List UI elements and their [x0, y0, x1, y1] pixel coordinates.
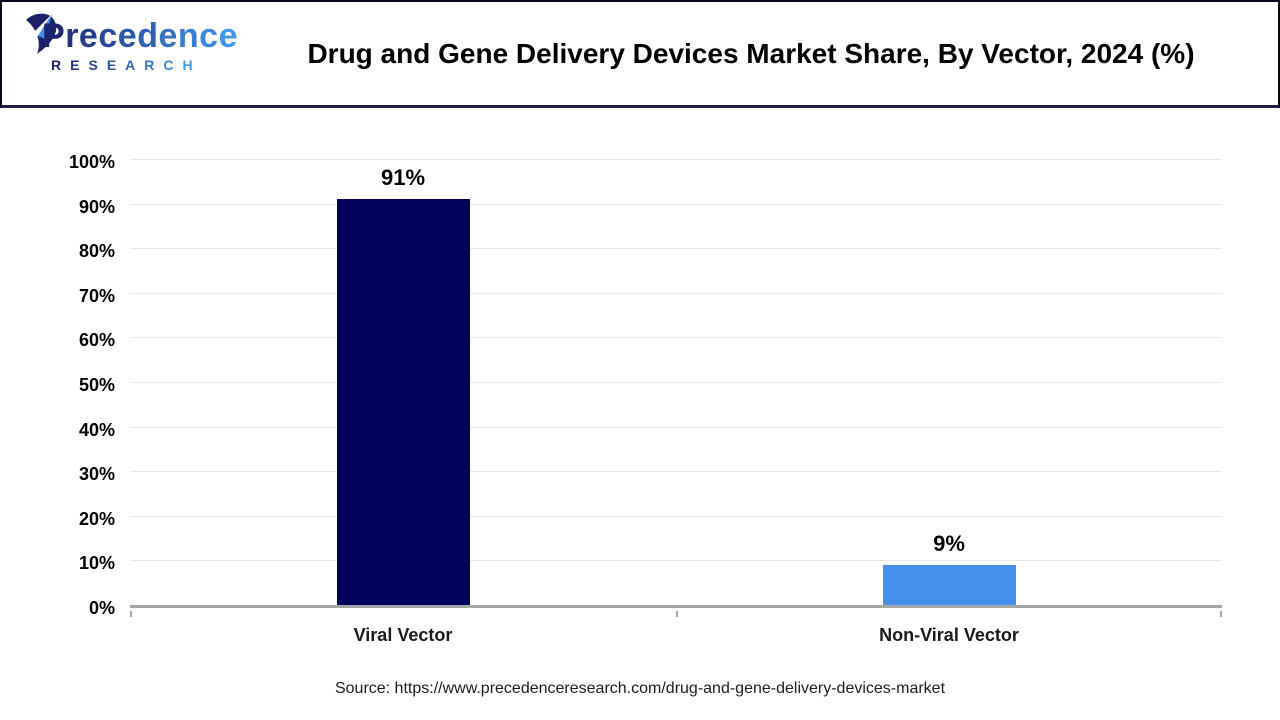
- y-axis-tick-label: 90%: [78, 196, 115, 217]
- x-axis-label: Viral Vector: [353, 625, 453, 645]
- logo-letter: c: [199, 16, 219, 55]
- leaf-logo-icon: [24, 13, 60, 60]
- y-axis-tick-label: 70%: [78, 285, 115, 306]
- plot-area: 91% 9%: [130, 159, 1222, 608]
- gridline: [130, 426, 1222, 428]
- gridline: [130, 515, 1222, 517]
- axis-tick: [676, 611, 678, 617]
- logo-subtext: RESEARCH: [51, 56, 238, 74]
- logo-letter: c: [98, 16, 118, 55]
- logo-letter: e: [158, 16, 178, 55]
- x-axis-label: Non-Viral Vector: [879, 625, 1019, 645]
- y-axis-tick-label: 30%: [78, 464, 115, 485]
- logo-wordmark: Precedence: [42, 17, 238, 55]
- y-axis-tick-label: 60%: [78, 330, 115, 351]
- y-axis-tick-label: 40%: [78, 419, 115, 440]
- gridline: [130, 248, 1222, 250]
- logo-letter: C: [163, 56, 183, 73]
- logo-letter: R: [51, 56, 71, 73]
- logo-letter: E: [70, 56, 89, 73]
- y-axis-tick-label: 10%: [78, 553, 115, 574]
- bar-value-label: 91%: [380, 165, 426, 191]
- logo-letter: r: [65, 16, 79, 55]
- y-axis-tick-label: 0%: [88, 598, 115, 618]
- y-axis-tick-label: 50%: [78, 375, 115, 395]
- gridline: [130, 292, 1222, 294]
- gridline: [130, 382, 1222, 383]
- source-text: Source: https://www.precedenceresearch.c…: [334, 680, 946, 697]
- logo-letter: d: [137, 16, 159, 55]
- y-axis-tick-label: 100%: [68, 152, 115, 172]
- logo-letter: R: [144, 56, 164, 73]
- axis-tick: [130, 611, 132, 617]
- bar-value-label: 9%: [933, 530, 965, 556]
- x-axis-labels: Viral Vector Non-Viral Vector: [130, 611, 1222, 657]
- logo-letter: e: [78, 16, 99, 55]
- logo-letter: P: [42, 16, 66, 55]
- logo-letter: e: [218, 16, 239, 55]
- logo-text: Precedence RESEARCH: [42, 17, 238, 74]
- header: Precedence RESEARCH Drug and Gene Delive…: [0, 0, 1280, 108]
- y-axis-labels: 0% 10% 20% 30% 40% 50% 60% 70% 80% 90% 100%: [28, 152, 115, 618]
- axis-tick: [1220, 611, 1222, 617]
- precedence-research-logo: Precedence RESEARCH: [24, 13, 240, 93]
- y-axis-tick-label: 80%: [78, 241, 115, 262]
- logo-letter: n: [177, 16, 200, 55]
- gridline: [130, 471, 1222, 473]
- logo-letter: E: [106, 56, 126, 73]
- bar-non-viral-vector: [882, 564, 1016, 605]
- logo-letter: S: [88, 56, 107, 73]
- gridline: [130, 337, 1222, 339]
- gridline: [130, 203, 1222, 205]
- logo-letter: H: [182, 56, 202, 73]
- chart-title: Drug and Gene Delivery Devices Market Sh…: [307, 37, 1195, 69]
- gridline: [130, 560, 1222, 562]
- gridline: [130, 159, 1222, 160]
- logo-letter: e: [117, 16, 138, 55]
- logo-letter: A: [125, 56, 145, 73]
- bar-viral-vector: [336, 199, 470, 605]
- y-axis-tick-label: 20%: [78, 508, 115, 529]
